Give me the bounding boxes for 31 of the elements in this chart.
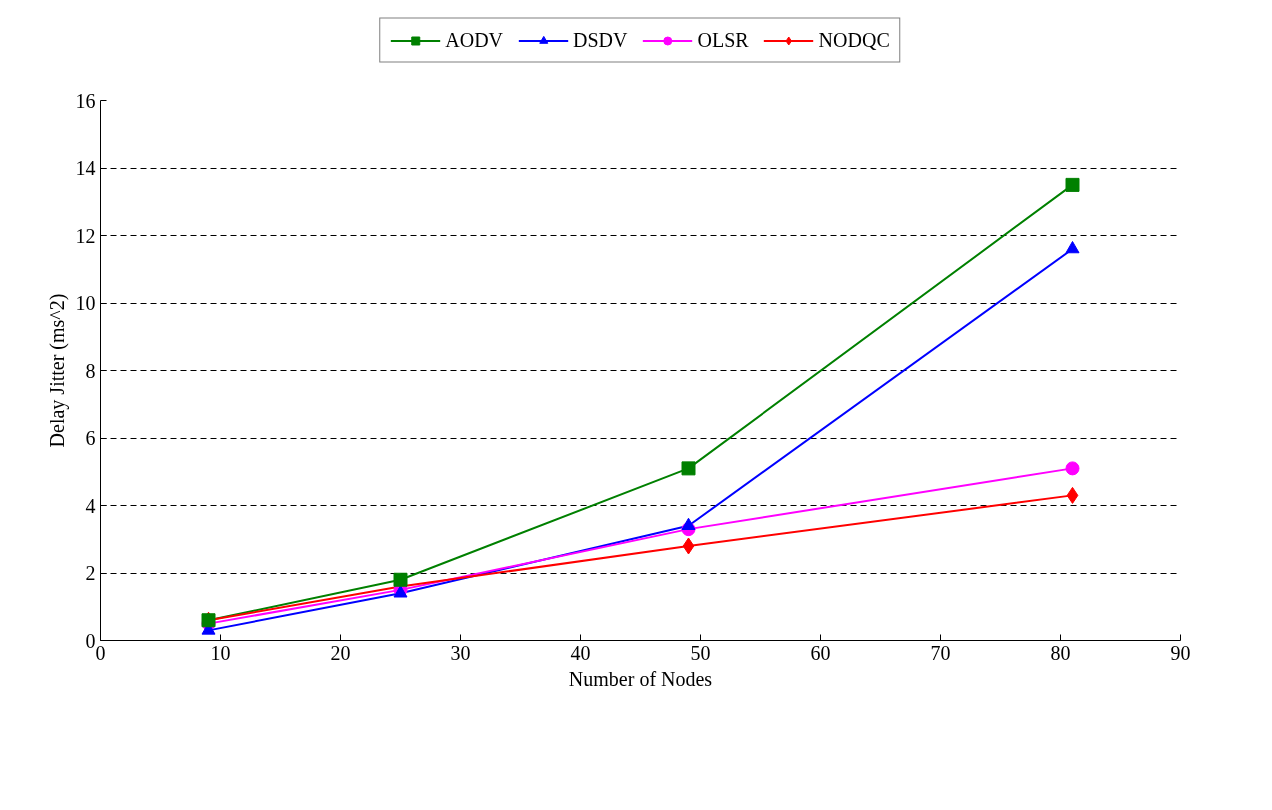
y-tick-label: 10 xyxy=(75,292,96,314)
y-tick-label: 16 xyxy=(75,89,96,112)
point xyxy=(681,517,696,530)
point xyxy=(682,537,695,555)
x-tick-label: 90 xyxy=(1170,641,1191,664)
y-tick-label: 14 xyxy=(75,157,96,179)
legend-label: AODV xyxy=(445,28,504,52)
x-tick-label: 40 xyxy=(570,641,591,664)
x-tick-label: 80 xyxy=(1050,641,1071,664)
y-tick-label: 4 xyxy=(85,494,96,517)
y-tick-label: 8 xyxy=(85,359,96,382)
x-tick-label: 50 xyxy=(690,641,711,664)
point xyxy=(1065,177,1080,192)
legend-label: NODQC xyxy=(818,28,890,52)
point xyxy=(1066,486,1079,504)
y-axis-title: Delay Jitter (ms^2) xyxy=(45,293,69,448)
x-tick-label: 20 xyxy=(330,641,351,664)
x-tick-label: 70 xyxy=(930,641,951,664)
y-tick-label: 12 xyxy=(75,224,96,247)
point xyxy=(1065,240,1080,254)
point xyxy=(681,461,696,476)
x-tick-label: 30 xyxy=(450,641,471,664)
y-tick-label: 6 xyxy=(85,427,96,449)
x-tick-label: 10 xyxy=(210,641,231,664)
point xyxy=(393,572,408,587)
legend-label: OLSR xyxy=(697,28,749,52)
x-axis-title: Number of Nodes xyxy=(568,667,713,690)
legend-label: DSDV xyxy=(573,28,628,52)
y-tick-label: 2 xyxy=(85,562,96,584)
point xyxy=(1065,461,1080,476)
x-tick-label: 60 xyxy=(810,641,831,664)
